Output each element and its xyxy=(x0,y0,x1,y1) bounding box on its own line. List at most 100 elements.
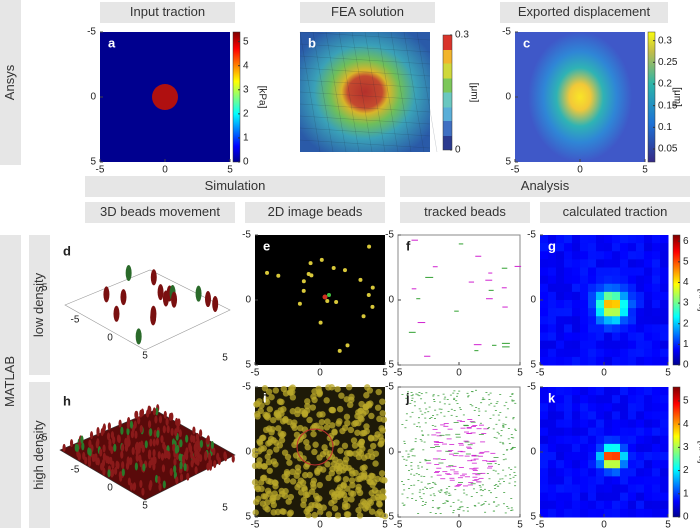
heat-cell xyxy=(556,460,565,469)
bead xyxy=(300,501,307,509)
bead xyxy=(264,487,272,494)
heat-cell xyxy=(604,235,613,244)
bead xyxy=(312,441,319,448)
bead xyxy=(379,488,387,495)
heat-cell xyxy=(564,476,573,485)
bead xyxy=(378,425,385,432)
heat-cell xyxy=(620,259,629,268)
bead xyxy=(168,412,172,421)
bead xyxy=(309,424,317,432)
bead xyxy=(345,383,353,391)
heat-cell xyxy=(660,476,669,485)
heat-cell xyxy=(548,300,557,309)
heat-cell xyxy=(556,340,565,350)
bead xyxy=(366,292,371,297)
bead xyxy=(286,510,293,518)
heat-cell xyxy=(604,308,613,317)
heat-cell xyxy=(588,500,597,510)
heat-cell xyxy=(556,492,565,502)
heat-cell xyxy=(628,452,637,461)
heat-cell xyxy=(644,435,653,445)
colorbar-label: 1 xyxy=(243,133,249,144)
heat-cell xyxy=(564,452,573,461)
y-tick-label: 0 xyxy=(90,92,96,103)
bead xyxy=(325,299,330,304)
heat-cell xyxy=(604,316,613,325)
heat-cell xyxy=(660,340,669,350)
bead xyxy=(173,458,177,467)
bead xyxy=(318,320,323,325)
colorbar-label: 0 xyxy=(683,512,689,523)
bead xyxy=(154,474,159,483)
heat-cell xyxy=(548,468,557,477)
heat-cell xyxy=(636,411,645,420)
bead xyxy=(370,304,375,309)
bead xyxy=(174,417,179,426)
heat-cell xyxy=(564,435,573,445)
heat-cell xyxy=(588,460,597,469)
bead xyxy=(301,484,308,492)
bead xyxy=(325,511,333,518)
bead xyxy=(301,288,306,293)
bead xyxy=(96,428,100,437)
x-tick-label: 0 xyxy=(107,483,113,494)
heat-cell xyxy=(660,356,669,366)
heat-cell xyxy=(548,283,557,293)
y-tick-label: 0 xyxy=(388,295,394,306)
heat-cell xyxy=(596,316,605,325)
heat-cell xyxy=(636,348,645,358)
bead xyxy=(178,429,182,438)
bead xyxy=(163,450,167,459)
heat-cell xyxy=(644,348,653,358)
heat-cell xyxy=(548,460,557,469)
bead xyxy=(108,438,112,447)
heat-cell xyxy=(580,259,589,268)
bead xyxy=(110,446,114,455)
heat-cell xyxy=(636,443,645,453)
heat-cell xyxy=(612,500,621,510)
heat-cell xyxy=(604,300,613,309)
heat-cell xyxy=(572,387,581,396)
heat-cell xyxy=(652,435,661,445)
bead xyxy=(335,468,343,475)
heat-cell xyxy=(580,251,589,260)
panel-letter: f xyxy=(406,238,411,253)
y-tick-label: -5 xyxy=(527,230,536,241)
heat-cell xyxy=(660,500,669,510)
heat-cell xyxy=(596,235,605,244)
heat-cell xyxy=(580,308,589,317)
bead xyxy=(376,500,383,507)
bead xyxy=(320,504,327,511)
bead xyxy=(279,418,287,425)
bead xyxy=(206,436,210,445)
x-tick-label: -5 xyxy=(71,465,80,476)
heat-cell xyxy=(564,403,573,412)
heat-cell xyxy=(556,308,565,317)
bead xyxy=(129,482,134,491)
bead xyxy=(179,439,183,448)
bead xyxy=(82,451,86,460)
heat-cell xyxy=(604,427,613,437)
bead xyxy=(137,441,142,450)
heat-cell xyxy=(564,443,573,453)
bead xyxy=(338,392,345,399)
heat-cell xyxy=(628,403,637,412)
heat-cell xyxy=(564,356,573,366)
bead xyxy=(259,474,267,482)
bead xyxy=(254,410,261,418)
heat-cell xyxy=(540,468,549,477)
bead xyxy=(120,289,127,306)
heat-cell xyxy=(588,492,597,502)
bead xyxy=(107,469,111,478)
heat-cell xyxy=(572,476,581,485)
heat-cell xyxy=(628,476,637,485)
bead xyxy=(266,467,273,474)
heat-cell xyxy=(580,395,589,404)
bead xyxy=(304,398,311,405)
bead xyxy=(155,437,160,446)
heat-cell xyxy=(564,283,573,293)
heat-cell xyxy=(540,492,549,502)
bead xyxy=(196,437,200,446)
heat-cell xyxy=(644,484,653,494)
bead xyxy=(127,477,131,486)
